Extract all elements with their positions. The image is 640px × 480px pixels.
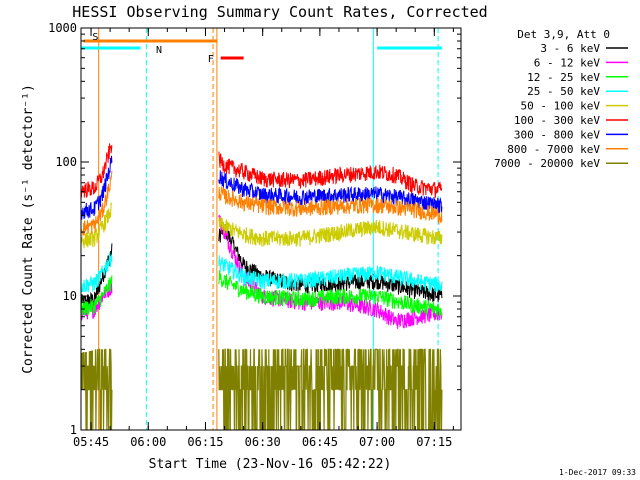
series-2 [81, 270, 443, 317]
legend-entry-label-5: 100 - 300 keV [514, 114, 600, 127]
y-tick-label-3: 1000 [48, 21, 77, 35]
series-2-segment-0 [81, 275, 113, 317]
legend-entry-label-7: 800 - 7000 keV [507, 143, 600, 156]
plot-frame [80, 27, 462, 431]
footer-timestamp: 1-Dec-2017 09:33 [559, 468, 636, 477]
series-3 [81, 252, 443, 293]
series-7-segment-0 [81, 170, 113, 237]
series-0-segment-1 [218, 222, 443, 302]
series-7-segment-1 [218, 186, 443, 226]
legend-entry-label-2: 12 - 25 keV [527, 71, 600, 84]
x-tick-label-1: 06:00 [130, 435, 166, 449]
series-4-segment-0 [81, 202, 113, 249]
series-8-segment-0 [81, 348, 113, 430]
y-axis-label: Corrected Count Rate (s⁻¹ detector⁻¹) [21, 84, 36, 374]
axes: 1 10 100 1000 05:45 06:00 06:15 06:30 06:45 07:00… [48, 21, 461, 449]
chart-title: HESSI Observing Summary Count Rates, Cor… [72, 3, 487, 21]
series-7 [81, 170, 443, 237]
legend-entry-label-4: 50 - 100 keV [521, 100, 601, 113]
flag-label-s: S [92, 32, 98, 43]
x-tick-label-0: 05:45 [73, 435, 109, 449]
series-6-segment-0 [81, 155, 113, 220]
series-5-segment-0 [81, 143, 113, 199]
x-tick-label-5: 07:00 [359, 435, 395, 449]
series-6-segment-1 [218, 170, 443, 215]
plot-area: S N F [81, 28, 443, 430]
flag-label-f: F [208, 54, 214, 65]
series-3-segment-1 [218, 255, 443, 293]
y-tick-label-0: 1 [70, 423, 77, 437]
legend-entry-label-0: 3 - 6 keV [540, 42, 600, 55]
legend-entry-label-1: 6 - 12 keV [534, 56, 601, 69]
x-tick-label-3: 06:30 [245, 435, 281, 449]
series-4 [81, 202, 443, 249]
flag-label-n: N [156, 45, 162, 56]
legend-entry-label-6: 300 - 800 keV [514, 128, 600, 141]
legend-entry-label-3: 25 - 50 keV [527, 85, 600, 98]
series-3-segment-0 [81, 252, 113, 293]
y-tick-label-1: 10 [63, 289, 77, 303]
legend-entry-label-8: 7000 - 20000 keV [494, 157, 600, 170]
series-5-segment-1 [218, 151, 443, 198]
x-tick-label-2: 06:15 [187, 435, 223, 449]
series-8 [81, 348, 443, 430]
x-axis-label: Start Time (23-Nov-16 05:42:22) [149, 457, 392, 472]
series-5 [81, 143, 443, 199]
series-6 [81, 155, 443, 220]
y-tick-label-2: 100 [55, 155, 77, 169]
series-8-segment-1 [218, 348, 443, 430]
x-tick-label-6: 07:15 [416, 435, 452, 449]
series-4-segment-1 [218, 216, 443, 247]
x-tick-label-4: 06:45 [302, 435, 338, 449]
series-1-segment-1 [218, 214, 443, 329]
series-2-segment-1 [218, 270, 443, 317]
legend-header: Det 3,9, Att 0 [517, 28, 610, 41]
